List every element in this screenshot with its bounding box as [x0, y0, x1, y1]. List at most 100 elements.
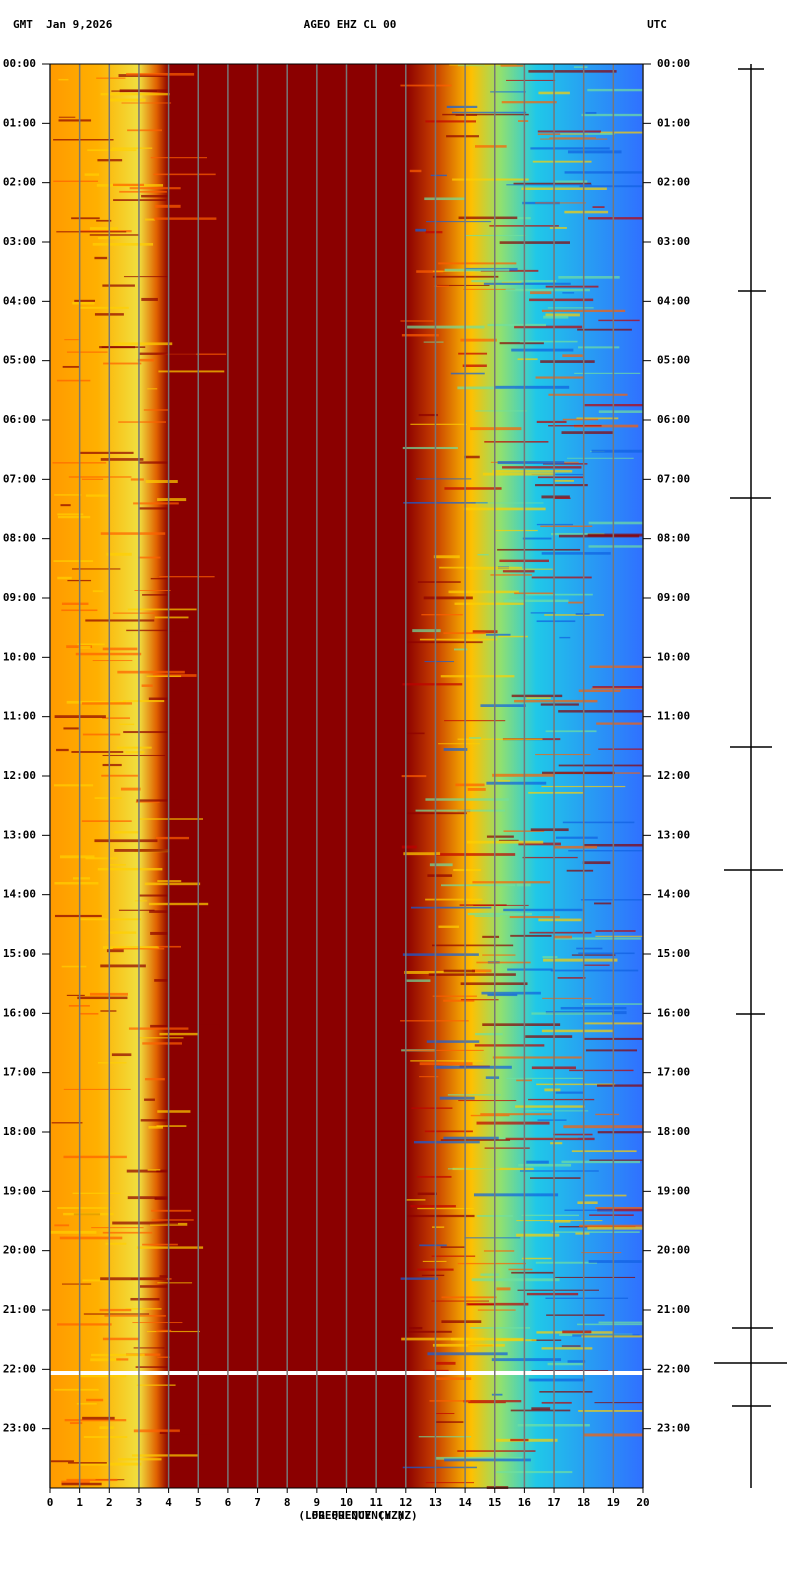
streak: [545, 730, 597, 733]
streak: [467, 788, 486, 791]
streak: [407, 325, 485, 329]
y-tick-label: 00:00: [3, 57, 36, 70]
streak: [423, 596, 473, 600]
streak: [60, 504, 71, 507]
streak: [102, 1231, 153, 1234]
streak: [511, 348, 574, 352]
streak: [509, 916, 560, 919]
streak: [551, 532, 605, 536]
streak: [499, 342, 544, 345]
streak: [548, 393, 628, 396]
streak: [555, 180, 588, 184]
streak: [58, 78, 69, 81]
streak: [147, 1169, 161, 1171]
streak: [153, 173, 216, 176]
x-tick-label: 13: [429, 1496, 442, 1509]
streak: [562, 292, 575, 294]
streak: [138, 556, 161, 559]
streak: [517, 358, 538, 361]
streak: [588, 217, 643, 220]
streak: [528, 70, 617, 73]
streak: [76, 1402, 97, 1405]
streak: [490, 91, 526, 93]
streak: [568, 601, 583, 604]
streak: [579, 185, 643, 188]
streak: [470, 427, 522, 431]
streak: [482, 935, 500, 938]
streak: [439, 1096, 475, 1100]
streak: [458, 352, 488, 355]
streak: [404, 970, 487, 974]
streak: [96, 77, 126, 79]
streak: [554, 937, 642, 940]
streak: [473, 1193, 559, 1197]
x-tick-label: 7: [254, 1496, 261, 1509]
y-tick-label: 11:00: [657, 710, 690, 723]
streak: [156, 1125, 187, 1127]
streak: [56, 231, 127, 233]
streak: [53, 139, 114, 141]
streak: [118, 909, 155, 911]
streak: [471, 280, 557, 283]
streak: [130, 478, 144, 481]
streak: [594, 902, 612, 905]
streak: [154, 979, 174, 982]
streak: [415, 228, 427, 232]
streak: [400, 1330, 452, 1333]
streak: [458, 1100, 517, 1102]
y-tick-label: 23:00: [657, 1422, 690, 1435]
streak: [530, 291, 552, 295]
streak: [114, 831, 139, 834]
streak: [159, 1431, 211, 1435]
streak: [462, 364, 487, 367]
y-tick-label: 14:00: [657, 888, 690, 901]
streak: [470, 1327, 531, 1329]
streak: [409, 1326, 423, 1330]
y-tick-label: 09:00: [657, 591, 690, 604]
streak: [581, 1252, 622, 1254]
streak: [571, 1150, 637, 1153]
streak: [476, 1121, 550, 1125]
y-tick-label: 21:00: [3, 1303, 36, 1316]
streak: [79, 230, 132, 233]
streak: [57, 513, 84, 516]
streak: [463, 507, 546, 511]
streak: [500, 64, 524, 67]
streak: [501, 101, 557, 104]
streak: [543, 315, 569, 319]
streak: [541, 552, 611, 555]
streak: [508, 1268, 533, 1271]
streak: [585, 1194, 627, 1197]
streak: [573, 66, 588, 68]
streak: [59, 855, 95, 859]
streak: [77, 996, 128, 1000]
streak: [576, 417, 619, 420]
streak: [548, 425, 602, 427]
streak: [529, 931, 592, 934]
streak: [400, 320, 434, 322]
streak: [505, 1137, 595, 1141]
left-label: GMT Jan 9,2026: [13, 18, 113, 31]
streak: [562, 418, 599, 421]
streak: [158, 370, 225, 373]
streak: [58, 119, 92, 122]
streak: [86, 1398, 104, 1402]
streak: [126, 72, 195, 76]
x-axis-label: (LOG FREQUENCY HZ): [298, 1509, 417, 1522]
streak: [112, 1221, 178, 1225]
streak: [482, 472, 556, 476]
streak: [100, 1277, 167, 1281]
streak: [410, 423, 467, 425]
streak: [480, 1113, 552, 1116]
streak: [592, 206, 605, 208]
streak: [78, 645, 91, 649]
streak: [519, 340, 578, 343]
streak: [134, 589, 171, 591]
x-tick-label: 15: [488, 1496, 501, 1509]
streak: [486, 633, 511, 636]
streak: [112, 183, 145, 187]
streak: [150, 931, 176, 935]
streak: [581, 1003, 643, 1005]
streak: [553, 497, 571, 500]
